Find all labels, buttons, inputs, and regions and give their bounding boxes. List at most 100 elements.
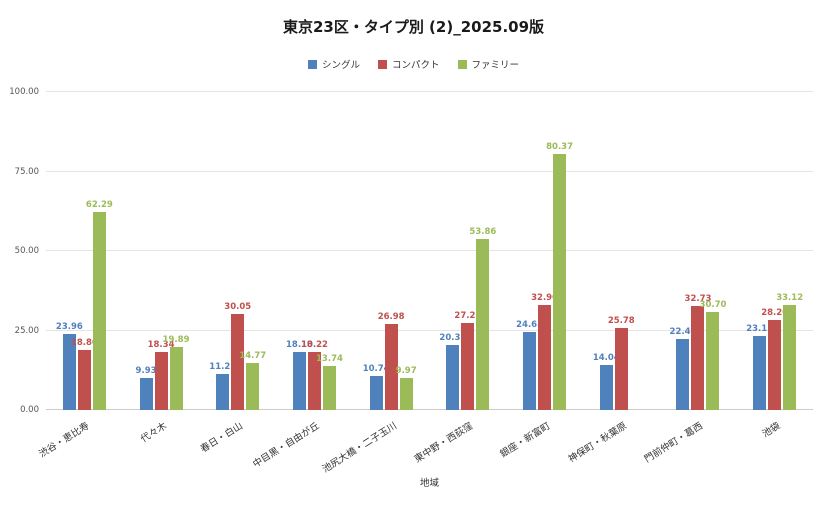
bar: 19.89 <box>163 335 189 410</box>
bar: 23.15 <box>746 324 773 410</box>
bar-group: 23.96 18.86 62.29 <box>46 92 123 410</box>
gridline <box>46 91 813 92</box>
bar-value-label: 18.34 <box>147 339 175 350</box>
bar-value-label: 23.96 <box>55 321 83 332</box>
bar-value-label: 25.78 <box>607 316 635 327</box>
bar: 14.77 <box>239 351 266 410</box>
x-tick-slot: 門前仲町・葛西 <box>643 412 737 474</box>
x-axis-category-labels: 渋谷・恵比寿 代々木 春日・白山 中目黒・自由が丘 池尻大橋・二子玉川 東中野・西荻窪 銀座… <box>38 412 813 476</box>
bar: 18.22 <box>301 340 328 410</box>
bar-value-label: 80.37 <box>546 142 574 153</box>
bar-group: 24.65 32.90 80.37 <box>506 92 583 410</box>
x-tick-slot: 池袋 <box>736 412 813 474</box>
bar-value-label: 53.86 <box>469 226 497 237</box>
x-tick-slot: 代々木 <box>123 412 200 474</box>
legend-label: シングル <box>321 60 360 71</box>
bar: 53.86 <box>469 227 496 410</box>
gridline <box>46 250 813 251</box>
bar-value-label: 18.22 <box>301 340 328 351</box>
bar: 20.32 <box>439 333 466 410</box>
bar-value-label: 32.90 <box>531 293 559 304</box>
bar: 22.47 <box>670 327 696 410</box>
bar: 13.74 <box>316 354 343 410</box>
bar-group: 14.04 25.78 <box>583 92 660 410</box>
x-tick-label: 春日・白山 <box>199 420 246 456</box>
bar: 9.97 <box>396 366 417 410</box>
bar: 27.22 <box>454 311 481 410</box>
y-tick-label: 75.00 <box>14 166 39 177</box>
bar: 30.70 <box>700 300 726 410</box>
bar-value-label: 33.12 <box>776 292 804 303</box>
bar-value-label: 28.20 <box>761 308 789 319</box>
gridline <box>46 170 813 172</box>
bar: 14.04 <box>593 353 620 410</box>
legend-item: シングル <box>307 57 360 71</box>
legend-item: コンパクト <box>377 57 440 71</box>
x-axis-title: 地域 <box>419 478 439 489</box>
plot-area: 0.00 25.00 50.00 75.00 100.00 23.96 18.86 62.2… <box>9 87 813 415</box>
bar: 9.93 <box>136 366 157 410</box>
bar: 28.20 <box>761 308 788 410</box>
bar: 24.65 <box>516 320 543 410</box>
y-tick-label: 0.00 <box>20 405 39 415</box>
x-tick-slot: 東中野・西荻窪 <box>413 412 507 474</box>
bar: 26.98 <box>378 312 405 410</box>
bar: 62.29 <box>86 200 113 410</box>
bar-group: 23.15 28.20 33.12 <box>736 92 813 410</box>
bar-value-label: 10.74 <box>362 363 390 374</box>
bar: 32.90 <box>531 293 558 410</box>
x-tick-label: 代々木 <box>138 420 169 445</box>
legend-label: コンパクト <box>391 60 440 71</box>
bar: 23.96 <box>56 322 83 410</box>
y-tick-label: 50.00 <box>14 246 39 256</box>
bar: 32.73 <box>685 294 711 410</box>
bars: 23.96 18.86 62.29 9.93 18.34 19.89 11.21 30.05 1… <box>46 92 813 410</box>
bar: 25.78 <box>608 316 635 410</box>
y-tick-label: 25.00 <box>14 325 39 336</box>
bar-value-label: 18.86 <box>70 338 98 349</box>
x-tick-label: 池袋 <box>760 420 783 440</box>
bar-group: 22.47 32.73 30.70 <box>660 92 737 410</box>
bar-value-label: 30.70 <box>699 300 727 311</box>
legend-swatch <box>307 59 317 69</box>
bar-group: 9.93 18.34 19.89 <box>123 92 200 410</box>
bar-value-label: 27.22 <box>454 311 482 322</box>
bar-value-label: 14.04 <box>592 353 620 364</box>
y-tick-label: 100.00 <box>9 87 39 97</box>
bar-value-label: 24.65 <box>516 319 544 330</box>
bar-group: 10.74 26.98 9.97 <box>353 92 430 410</box>
gridline <box>46 329 813 331</box>
bar-value-label: 22.47 <box>669 326 697 337</box>
bar-group: 18.10 18.22 13.74 <box>276 92 353 410</box>
bar-group: 11.21 30.05 14.77 <box>199 92 276 410</box>
bar-group: 20.32 27.22 53.86 <box>430 92 507 410</box>
bar-value-label: 9.97 <box>395 366 417 377</box>
legend-swatch <box>377 59 387 69</box>
gridline <box>46 409 813 410</box>
x-tick-label: 渋谷・恵比寿 <box>37 420 92 461</box>
legend-swatch <box>457 59 467 69</box>
bar: 18.86 <box>71 338 98 410</box>
bar-value-label: 18.10 <box>286 340 313 351</box>
x-tick-slot: 渋谷・恵比寿 <box>38 412 123 474</box>
bar: 18.10 <box>286 340 313 410</box>
bar: 10.74 <box>363 364 390 410</box>
bar: 30.05 <box>224 302 251 410</box>
bar-value-label: 19.89 <box>162 334 190 345</box>
bar: 11.21 <box>209 362 236 410</box>
bar-value-label: 23.15 <box>746 324 774 335</box>
legend-label: ファミリー <box>471 60 520 71</box>
bar: 18.34 <box>148 340 174 410</box>
bar-value-label: 62.29 <box>85 199 113 210</box>
bar-value-label: 13.74 <box>316 354 343 365</box>
legend-item: ファミリー <box>457 57 520 71</box>
bar-value-label: 11.21 <box>209 362 237 373</box>
bar: 33.12 <box>776 293 803 410</box>
chart-title: 東京23区・タイプ別 (2)_2025.09版 <box>282 18 545 36</box>
bar-value-label: 30.05 <box>224 302 252 313</box>
legend: シングル コンパクト ファミリー <box>0 57 827 71</box>
bar-value-label: 32.73 <box>684 293 712 304</box>
bar: 80.37 <box>546 142 573 410</box>
bar-value-label: 26.98 <box>377 312 405 323</box>
